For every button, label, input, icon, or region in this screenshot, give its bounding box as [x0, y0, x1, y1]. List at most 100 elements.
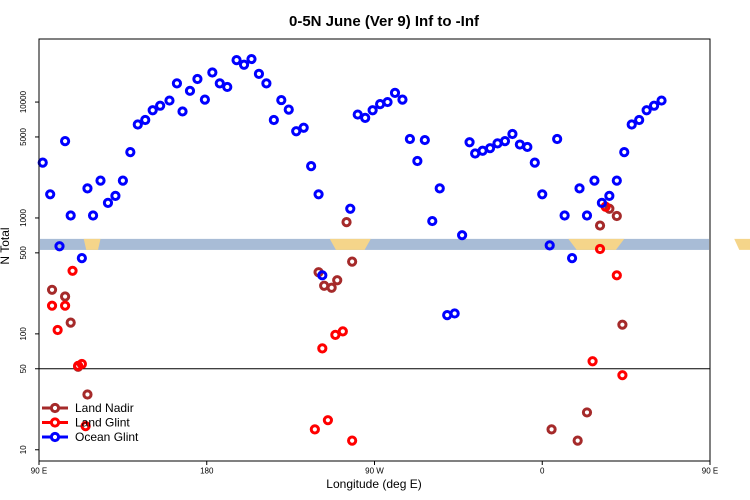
- data-point: [499, 136, 511, 147]
- data-point: [611, 270, 622, 281]
- data-point: [268, 114, 279, 126]
- x-tick-label: 90 W: [365, 467, 384, 476]
- x-tick-label: 90 E: [31, 467, 47, 476]
- data-point: [52, 324, 63, 336]
- data-point: [326, 282, 337, 293]
- x-axis: 90 E 180 90 W 0 90 E: [31, 461, 718, 476]
- data-point: [155, 100, 166, 111]
- y-axis-label: N Total: [0, 227, 12, 264]
- data-point: [298, 122, 309, 133]
- land-segment: [568, 238, 625, 250]
- data-point: [59, 136, 71, 147]
- land-segment: [329, 238, 371, 250]
- data-point: [389, 87, 401, 98]
- data-point: [140, 114, 151, 126]
- data-point: [341, 217, 352, 228]
- data-point: [449, 308, 460, 319]
- data-point: [544, 240, 555, 251]
- data-point: [67, 265, 78, 276]
- data-point: [59, 300, 71, 311]
- data-point: [199, 94, 210, 105]
- data-point: [404, 133, 416, 145]
- data-point: [581, 407, 593, 418]
- y-tick-label: 10000: [19, 90, 28, 113]
- data-point: [82, 389, 93, 400]
- data-point: [45, 189, 56, 200]
- data-point: [617, 319, 628, 330]
- data-point: [46, 284, 58, 295]
- data-point: [283, 104, 294, 115]
- data-point: [587, 356, 598, 367]
- data-point: [80, 421, 91, 432]
- data-point: [589, 175, 600, 186]
- data-point: [276, 94, 287, 106]
- series-land-nadir: [46, 203, 628, 446]
- data-point: [214, 78, 225, 89]
- y-tick-label: 10: [19, 445, 28, 454]
- data-point: [76, 358, 87, 370]
- data-point: [306, 161, 317, 172]
- data-point: [261, 78, 272, 89]
- data-point: [95, 175, 106, 186]
- data-point: [46, 300, 58, 311]
- data-point: [54, 241, 65, 252]
- data-point: [330, 329, 341, 340]
- data-point: [367, 105, 378, 116]
- y-tick-label: 5000: [19, 128, 28, 146]
- land-mask-band: [40, 238, 750, 250]
- y-tick-label: 50: [19, 364, 28, 373]
- data-point: [566, 253, 578, 264]
- data-point: [231, 55, 242, 66]
- data-point: [317, 270, 328, 281]
- legend-marker: [49, 402, 61, 414]
- data-point: [238, 59, 250, 70]
- data-point: [596, 197, 607, 208]
- ocean-band: [40, 238, 709, 250]
- data-point: [345, 203, 356, 214]
- data-point: [611, 210, 622, 222]
- data-point: [317, 343, 328, 354]
- legend-entry: Ocean Glint: [42, 430, 139, 444]
- y-axis: 10 50 100 500 1000 5000 10000: [19, 90, 39, 454]
- y-tick-label: 1000: [19, 209, 28, 227]
- data-point: [641, 105, 652, 116]
- data-point: [87, 210, 99, 221]
- data-point: [347, 435, 358, 446]
- data-point: [572, 435, 583, 446]
- data-point: [464, 137, 475, 148]
- data-point: [65, 317, 76, 328]
- data-point: [382, 96, 393, 108]
- data-point: [434, 183, 445, 194]
- data-point: [82, 183, 93, 194]
- legend-label: Land Glint: [75, 416, 130, 430]
- data-point: [419, 134, 430, 146]
- data-point: [619, 147, 630, 158]
- data-point: [65, 210, 76, 221]
- data-point: [559, 210, 570, 221]
- series-ocean-glint: [37, 53, 667, 321]
- data-point: [322, 415, 334, 426]
- data-point: [347, 256, 358, 267]
- legend-marker: [49, 431, 61, 443]
- data-point: [360, 112, 371, 124]
- data-point: [184, 85, 196, 96]
- data-point: [337, 326, 348, 337]
- x-tick-label: 180: [200, 467, 214, 476]
- data-point: [507, 128, 518, 140]
- land-segment: [734, 238, 750, 250]
- series-land-glint: [46, 201, 628, 446]
- data-point: [164, 95, 175, 106]
- data-point: [594, 243, 606, 255]
- data-point: [412, 155, 423, 167]
- data-point: [177, 106, 188, 117]
- data-point: [192, 73, 203, 85]
- data-point: [171, 78, 183, 89]
- data-point: [117, 175, 128, 186]
- data-point: [246, 53, 257, 65]
- data-point: [484, 143, 496, 154]
- x-tick-label: 0: [540, 467, 545, 476]
- chart-title: 0-5N June (Ver 9) Inf to -Inf: [289, 13, 480, 30]
- legend-marker: [49, 417, 61, 428]
- data-point: [537, 189, 548, 200]
